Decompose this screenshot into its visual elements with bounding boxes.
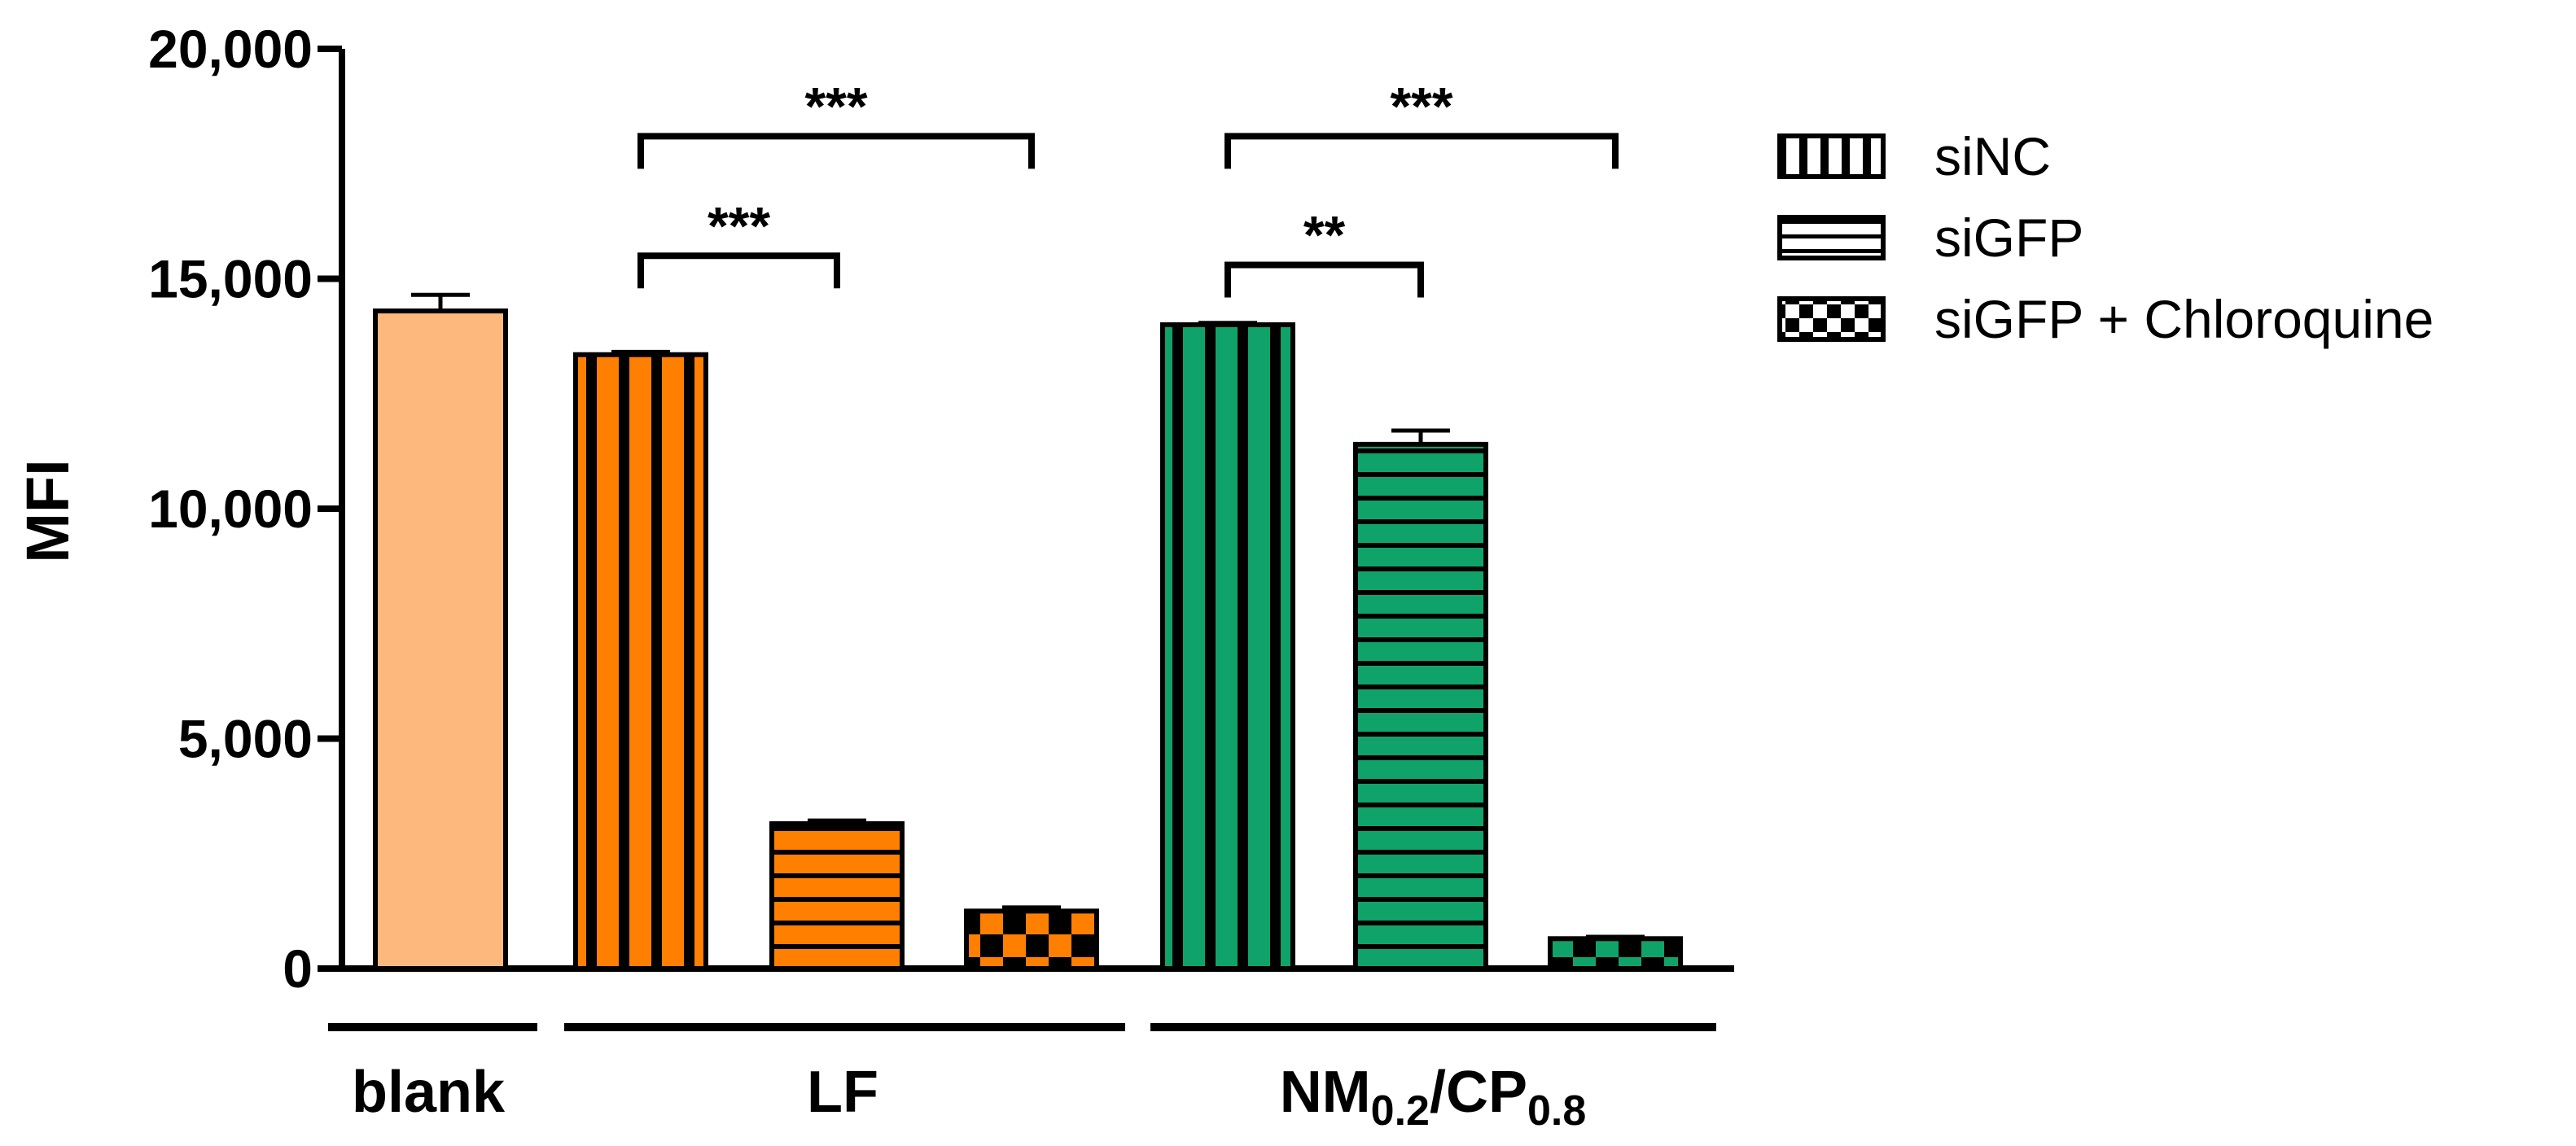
- y-tick-label: 5,000: [178, 709, 313, 769]
- significance-bracket: [637, 133, 1035, 169]
- y-tick-label: 15,000: [148, 249, 313, 309]
- significance-bracket: [637, 252, 840, 289]
- group-label-lf: LF: [807, 1060, 878, 1125]
- legend-swatch-sinc: [1777, 133, 1886, 179]
- legend-swatch-sigfp: [1777, 215, 1886, 260]
- bars: [373, 308, 1683, 972]
- bar: [1353, 441, 1488, 971]
- significance-label: ***: [804, 76, 867, 136]
- error-bars: [411, 292, 1645, 939]
- legend-label-sinc: siNC: [1934, 126, 2051, 186]
- y-tick-label: 10,000: [148, 479, 313, 539]
- legend: siNC siGFP siGFP + Chloroquine: [1777, 126, 2434, 349]
- significance-label: ***: [708, 195, 770, 256]
- bar: [769, 821, 905, 972]
- significance-label: **: [1303, 205, 1346, 265]
- bar: [373, 308, 508, 971]
- significance-label: ***: [1390, 76, 1452, 136]
- legend-label-sigfp: siGFP: [1934, 208, 2083, 268]
- y-tick-label: 20,000: [148, 19, 313, 79]
- significance-bracket: [1224, 261, 1424, 298]
- group-label-blank: blank: [352, 1060, 506, 1125]
- bar: [1548, 936, 1683, 972]
- group-axis: blank LF NM0.2/CP0.8: [328, 1023, 1716, 1135]
- bar: [573, 352, 708, 972]
- y-tick-label: 0: [283, 938, 313, 999]
- group-label-nm-cp: NM0.2/CP0.8: [1280, 1060, 1587, 1135]
- legend-swatch-sigfp-chloroquine: [1777, 296, 1886, 342]
- y-axis-title: MFI: [14, 459, 81, 562]
- significance-bracket: [1224, 133, 1619, 169]
- bar: [964, 908, 1099, 971]
- legend-label-sigfp-chloroquine: siGFP + Chloroquine: [1934, 289, 2434, 349]
- y-ticks: 0 5,000 10,000 15,000 20,000: [148, 19, 342, 999]
- significance-brackets: ***********: [637, 76, 1619, 298]
- axes: [339, 49, 1734, 972]
- bar: [1160, 322, 1295, 971]
